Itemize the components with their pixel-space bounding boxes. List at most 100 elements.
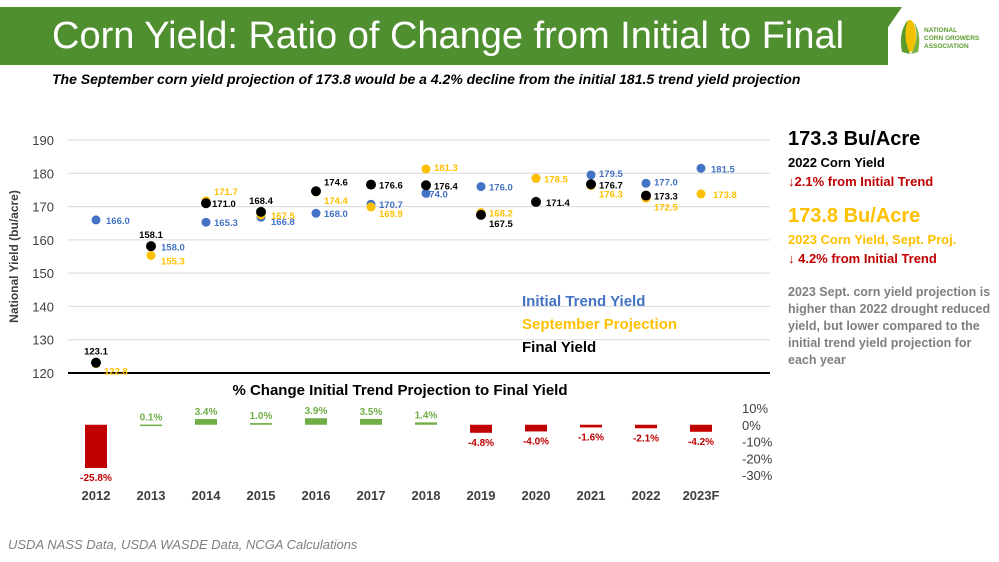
logo-text-2: CORN GROWERS [924, 35, 980, 42]
change-bar [580, 424, 602, 428]
data-label: 174.6 [324, 177, 348, 188]
change-bar [250, 423, 272, 425]
bar-value-label: -4.2% [688, 437, 714, 448]
data-point [476, 182, 486, 192]
data-point [311, 208, 321, 218]
data-label: 173.8 [713, 190, 737, 201]
summary-2022-yield: 173.3 Bu/Acre [788, 128, 921, 150]
data-point [641, 178, 651, 188]
yield-chart: 120 130 140 150 160 170 180 190 National Yield (… [7, 133, 773, 503]
data-point [476, 209, 486, 220]
data-label: 176.0 [489, 183, 513, 194]
data-label: 155.3 [161, 257, 185, 268]
y-tick-label: 160 [32, 233, 54, 248]
y-tick-label: 170 [32, 200, 54, 215]
data-label: 167.5 [489, 219, 513, 230]
data-label: 176.4 [434, 181, 458, 192]
data-label: 179.5 [599, 169, 623, 180]
bar-chart-title: % Change Initial Trend Projection to Fin… [232, 382, 567, 399]
bar-value-label: 0.1% [140, 413, 163, 424]
data-label: 176.3 [599, 190, 623, 201]
data-point [256, 206, 266, 217]
data-label: 165.3 [214, 218, 238, 229]
data-label: 166.8 [271, 217, 295, 228]
data-label: 172.5 [654, 202, 678, 213]
data-label: 176.6 [379, 181, 403, 192]
y-tick-label: 150 [32, 266, 54, 281]
data-label: 168.4 [249, 196, 273, 207]
change-bar [195, 419, 217, 425]
summary-2022-change: ↓2.1% from Initial Trend [788, 174, 934, 189]
data-label: 174.0 [424, 189, 448, 200]
change-bar [140, 424, 162, 427]
data-point [146, 251, 156, 261]
bar-value-label: 1.0% [250, 411, 273, 422]
summary-note: 2023 Sept. corn yield projection is high… [788, 285, 991, 367]
x-tick-label: 2014 [192, 488, 222, 503]
y-tick-label: 190 [32, 133, 54, 148]
change-bar [360, 418, 382, 425]
summary-panel: 173.3 Bu/Acre 2022 Corn Yield ↓2.1% from… [788, 128, 993, 369]
bar-y-tick-label: -20% [742, 451, 773, 466]
x-tick-label: 2018 [412, 488, 441, 503]
data-point [201, 198, 211, 209]
change-bar [690, 424, 712, 432]
bar-value-label: 1.4% [415, 410, 438, 421]
logo-text-3: ASSOCIATION [924, 43, 969, 50]
title-banner-tip [862, 7, 902, 65]
data-point [421, 180, 431, 191]
x-tick-label: 2013 [137, 488, 166, 503]
legend-entry: September Projection [522, 316, 677, 333]
bar-value-label: -4.8% [468, 438, 494, 449]
data-label: 171.7 [214, 187, 238, 198]
bar-value-label: -4.0% [523, 436, 549, 447]
page-title: Corn Yield: Ratio of Change from Initial… [52, 15, 845, 57]
bar-y-tick-label: -10% [742, 435, 773, 450]
data-label: 177.0 [654, 177, 678, 188]
corn-icon [900, 20, 920, 54]
x-tick-label: 2022 [632, 488, 661, 503]
bar-y-tick-label: 10% [742, 401, 768, 416]
legend-entry: Initial Trend Yield [522, 293, 645, 310]
data-label: 169.9 [379, 209, 403, 220]
data-label: 170.7 [379, 200, 403, 211]
y-axis-label: National Yield (bu/acre) [7, 190, 21, 323]
data-point [421, 164, 431, 174]
data-point [366, 179, 376, 190]
bar-value-label: 3.4% [195, 407, 218, 418]
x-tick-label: 2015 [247, 488, 276, 503]
change-bar [525, 424, 547, 432]
title-banner [0, 7, 888, 65]
data-label: 174.4 [324, 196, 348, 207]
bar-value-label: -1.6% [578, 432, 604, 443]
change-bar [415, 422, 437, 425]
data-point [91, 215, 101, 225]
data-point [696, 189, 706, 199]
data-label: 123.1 [84, 347, 108, 358]
data-point [531, 196, 541, 207]
data-point [586, 170, 596, 180]
bar-y-tick-label: 0% [742, 418, 761, 433]
source-note: USDA NASS Data, USDA WASDE Data, NCGA Ca… [8, 537, 358, 552]
data-label: 171.0 [212, 199, 236, 210]
y-tick-label: 180 [32, 166, 54, 181]
data-point [641, 190, 651, 201]
legend-entry: Final Yield [522, 339, 596, 356]
x-tick-label: 2019 [467, 488, 496, 503]
ncga-logo: NATIONAL CORN GROWERS ASSOCIATION [900, 20, 980, 54]
data-label: 122.8 [104, 367, 128, 378]
data-label: 173.3 [654, 192, 678, 203]
y-tick-label: 140 [32, 299, 54, 314]
summary-2022-label: 2022 Corn Yield [788, 155, 885, 170]
data-label: 168.2 [489, 209, 513, 220]
change-bar [470, 424, 492, 433]
data-point [311, 186, 321, 197]
data-label: 158.1 [139, 230, 163, 241]
change-bar [635, 424, 657, 429]
data-label: 178.5 [544, 174, 568, 185]
data-point [696, 163, 706, 173]
data-point [201, 217, 211, 227]
data-label: 158.0 [161, 243, 185, 254]
change-bar [85, 424, 107, 468]
chart-subtitle: The September corn yield projection of 1… [52, 71, 801, 87]
